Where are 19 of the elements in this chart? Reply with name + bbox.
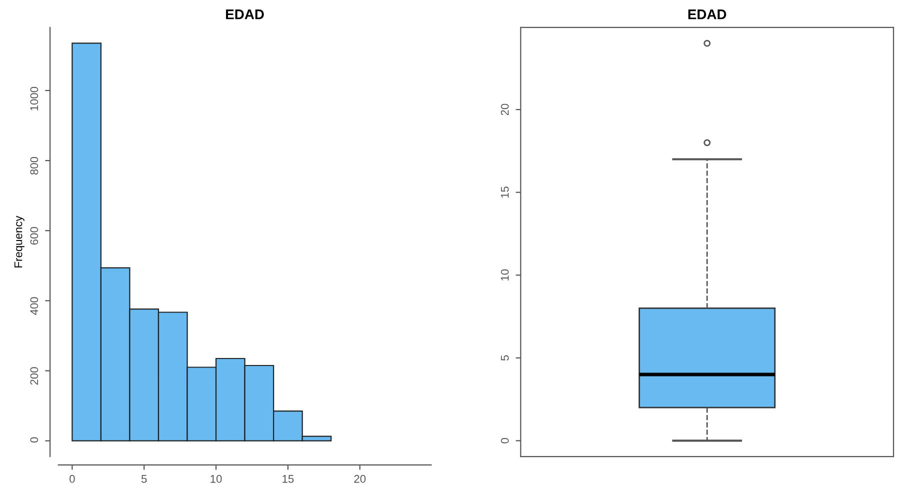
x-tick-label: 10: [210, 474, 222, 483]
y-tick-label: 0: [500, 438, 509, 444]
y-tick-label: 20: [500, 104, 509, 116]
x-tick-label: 0: [70, 474, 75, 483]
y-tick-label: 400: [30, 297, 38, 315]
x-tick-label: 20: [354, 474, 366, 483]
x-tick-label: 15: [282, 475, 294, 483]
chart-title: EDAD: [226, 10, 264, 20]
y-tick-label: 600: [30, 227, 38, 245]
chart-title: EDAD: [688, 10, 726, 20]
y-axis-title: Frequency: [14, 216, 24, 268]
y-tick-label: 800: [30, 156, 38, 175]
y-tick-label: 0: [30, 437, 38, 443]
y-tick-label: 5: [501, 355, 509, 361]
y-tick-label: 1000: [30, 86, 38, 110]
y-tick-label: 10: [500, 269, 509, 280]
y-tick-label: 200: [30, 367, 38, 385]
y-tick-label: 15: [501, 186, 509, 198]
x-tick-label: 5: [141, 475, 147, 483]
